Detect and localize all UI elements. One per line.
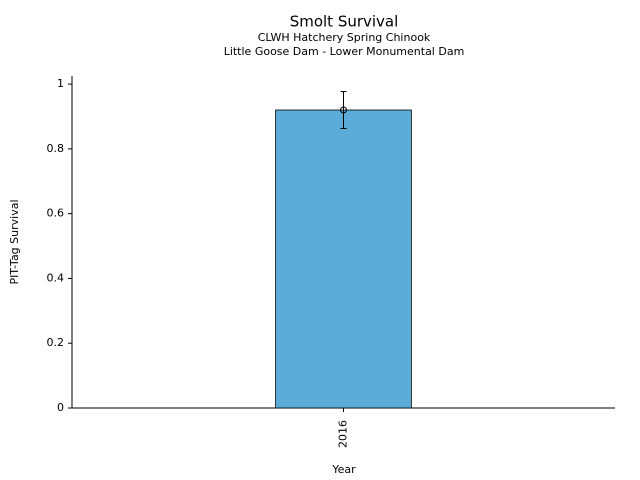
x-axis-label: Year bbox=[331, 463, 356, 476]
y-tick-label: 0.4 bbox=[47, 271, 65, 284]
chart-title: Smolt Survival bbox=[290, 13, 399, 31]
x-tick-label: 2016 bbox=[337, 420, 350, 448]
y-tick-label: 0.6 bbox=[47, 207, 65, 220]
chart-subtitle: Little Goose Dam - Lower Monumental Dam bbox=[224, 45, 465, 58]
y-tick-label: 1 bbox=[57, 77, 64, 90]
point-marker bbox=[340, 106, 347, 114]
y-tick-label: 0.2 bbox=[47, 336, 65, 349]
chart-subtitle: CLWH Hatchery Spring Chinook bbox=[258, 31, 431, 44]
y-axis-label: PIT-Tag Survival bbox=[8, 199, 21, 284]
bar bbox=[275, 109, 412, 409]
y-tick-label: 0 bbox=[57, 401, 64, 414]
y-tick-label: 0.8 bbox=[47, 142, 65, 155]
